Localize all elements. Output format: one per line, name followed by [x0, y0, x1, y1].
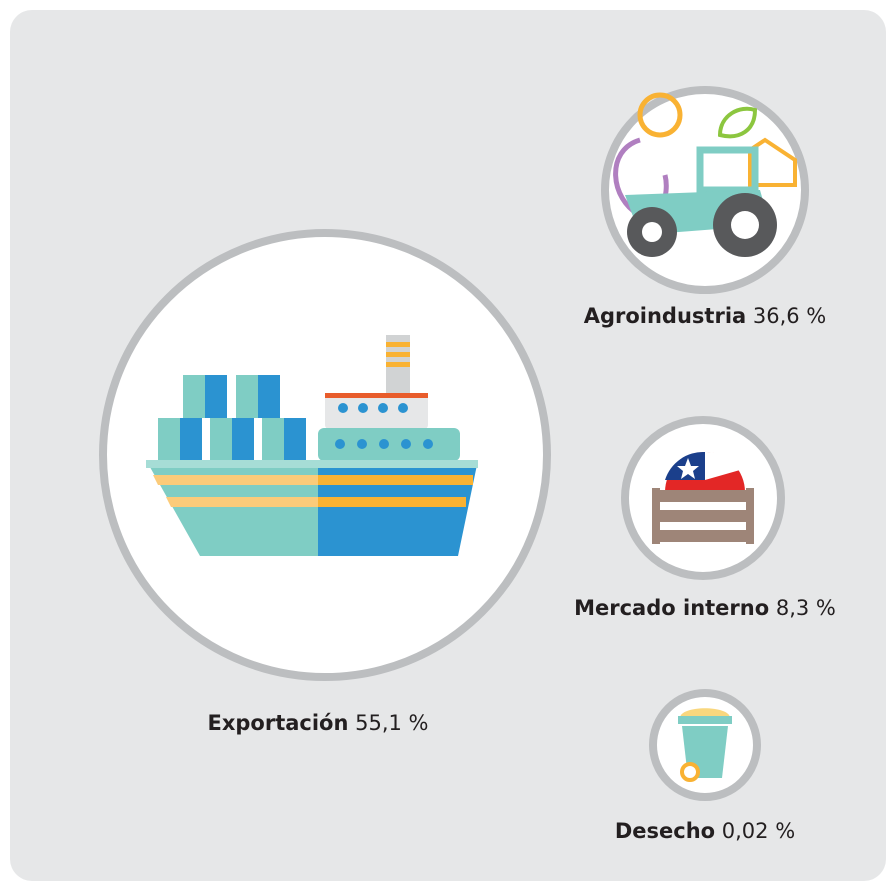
label-share: 36,6 %	[753, 304, 826, 328]
domestic-market-label: Mercado interno 8,3 %	[574, 596, 836, 620]
export-label: Exportación 55,1 %	[207, 711, 428, 735]
label-share: 8,3 %	[776, 596, 836, 620]
agroindustry-label: Agroindustria 36,6 %	[584, 304, 827, 328]
waste-icon	[649, 689, 761, 801]
label-share: 0,02 %	[722, 819, 795, 843]
label-name: Desecho	[615, 819, 715, 843]
agroindustry-icon	[601, 86, 809, 294]
label-share: 55,1 %	[355, 711, 428, 735]
label-name: Exportación	[207, 711, 348, 735]
label-name: Mercado interno	[574, 596, 769, 620]
export-icon	[99, 229, 551, 681]
domestic-market-icon	[621, 416, 785, 580]
waste-label: Desecho 0,02 %	[615, 819, 795, 843]
label-name: Agroindustria	[584, 304, 746, 328]
